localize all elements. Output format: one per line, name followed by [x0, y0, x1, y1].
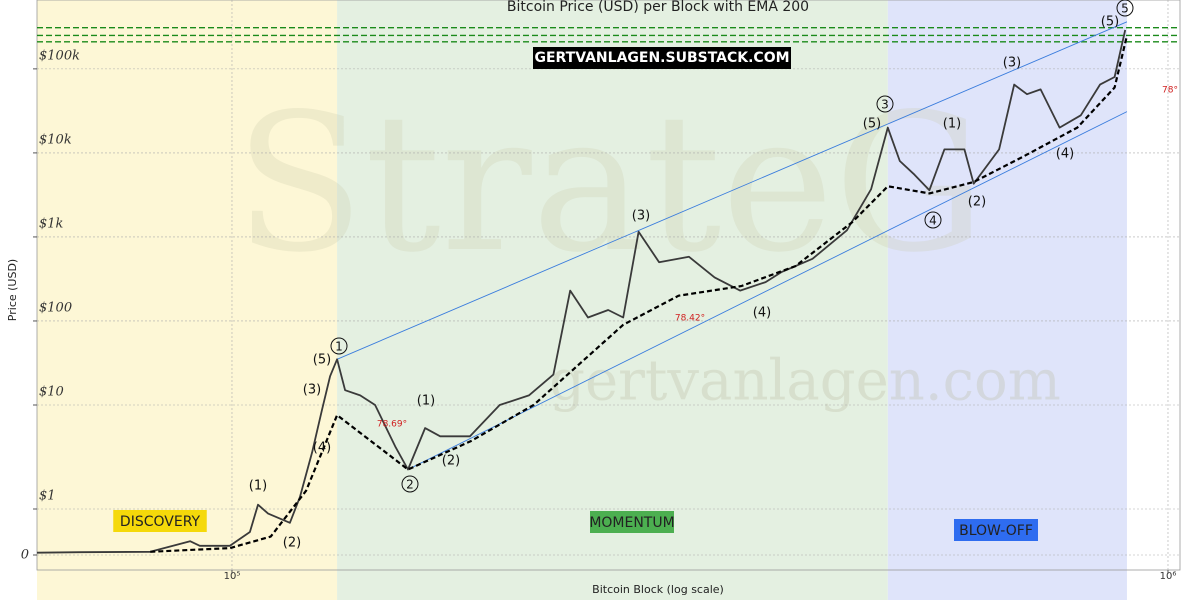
phase-band [337, 0, 888, 600]
y-tick-label: $1 [39, 489, 56, 504]
angle-label: 78.69° [377, 420, 407, 430]
y-tick-label: $10k [39, 132, 72, 147]
wave-label: (4) [753, 306, 771, 321]
y-tick-label: $100 [39, 300, 72, 315]
wave-label: (5) [313, 353, 331, 368]
watermark: StrateG [234, 73, 985, 294]
phase-label-bg [590, 511, 674, 533]
circled-label: 5 [1121, 2, 1129, 16]
wave-label: (1) [943, 117, 961, 132]
phase-label: BLOW-OFF [959, 523, 1033, 539]
banner-bg [533, 47, 791, 69]
x-axis-label: Bitcoin Block (log scale) [592, 583, 724, 596]
wave-label: (4) [313, 441, 331, 456]
wave-label: (3) [303, 383, 321, 398]
ema-line [150, 35, 1129, 553]
chart-title: Bitcoin Price (USD) per Block with EMA 2… [507, 0, 809, 15]
y-tick-label: $100k [39, 48, 80, 63]
angle-label: 78.42° [675, 314, 705, 324]
angle-label: 78° [1162, 86, 1178, 96]
wave-label: (5) [1101, 15, 1119, 30]
wave-label: (5) [863, 117, 881, 132]
phase-label-bg [954, 519, 1038, 541]
circled-label-ring [924, 211, 942, 229]
y-tick-label: $1k [39, 216, 64, 231]
circled-label: 4 [929, 214, 937, 228]
wave-label: (1) [417, 394, 435, 409]
plot-frame [36, 0, 1181, 571]
phase-label: DISCOVERY [120, 514, 201, 530]
circled-label-ring [1116, 0, 1134, 17]
phase-label: MOMENTUM [589, 515, 674, 531]
circled-label: 1 [335, 340, 343, 354]
wave-label: (2) [968, 195, 986, 210]
wave-label: (3) [632, 209, 650, 224]
circled-label: 3 [881, 98, 889, 112]
y-tick-label: 0 [21, 548, 29, 563]
wave-label: (2) [283, 536, 301, 551]
watermark: gertvanlagen.com [549, 349, 1061, 414]
y-tick-label: $10 [39, 385, 64, 400]
price-line [36, 29, 1127, 554]
phase-band [37, 0, 338, 600]
wave-label: (4) [1056, 147, 1074, 162]
x-tick-label: 10⁵ [224, 571, 241, 582]
wave-label: (1) [249, 479, 267, 494]
wave-label: (3) [1003, 56, 1021, 71]
phase-band [887, 0, 1127, 600]
channel-line [336, 21, 1128, 360]
circled-label-ring [876, 95, 894, 113]
wave-label: (2) [442, 454, 460, 469]
phase-label-bg [113, 510, 207, 532]
circled-label-ring [330, 337, 348, 355]
x-tick-label: 10⁶ [1160, 571, 1177, 582]
y-axis-label: Price (USD) [6, 259, 19, 321]
circled-label: 2 [406, 478, 414, 492]
banner: GERTVANLAGEN.SUBSTACK.COM [534, 50, 789, 66]
circled-label-ring [401, 475, 419, 493]
channel-line [407, 111, 1128, 470]
